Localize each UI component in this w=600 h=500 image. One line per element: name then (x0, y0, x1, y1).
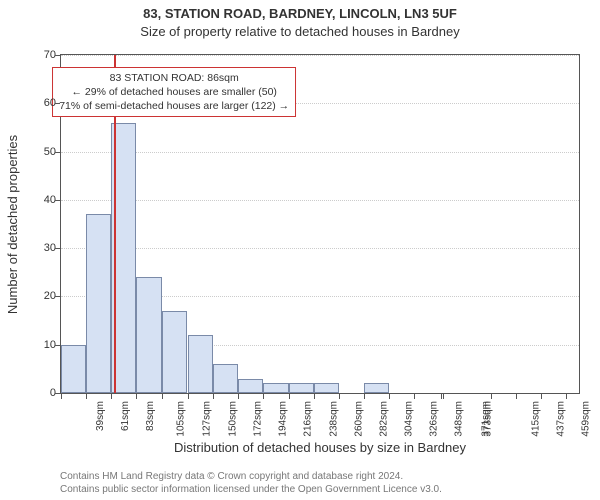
x-tick-mark (414, 394, 415, 399)
x-tick-label: 216sqm (303, 401, 314, 437)
gridline (61, 248, 579, 249)
x-tick-label: 415sqm (531, 401, 542, 437)
y-tick-label: 70 (26, 49, 56, 61)
y-axis-label: Number of detached properties (4, 54, 22, 394)
y-tick-label: 60 (26, 97, 56, 109)
annotation-line1: 83 STATION ROAD: 86sqm (59, 71, 289, 85)
x-tick-label: 150sqm (228, 401, 239, 437)
y-tick-mark (55, 200, 60, 201)
x-tick-label: 61sqm (120, 401, 131, 431)
x-tick-mark (516, 394, 517, 399)
x-tick-mark (111, 394, 112, 399)
histogram-bar (188, 335, 213, 393)
plot-area: 83 STATION ROAD: 86sqm← 29% of detached … (60, 54, 580, 394)
y-tick-mark (55, 55, 60, 56)
y-tick-label: 10 (26, 339, 56, 351)
histogram-bar (238, 379, 263, 393)
y-tick-mark (55, 152, 60, 153)
x-tick-label: 304sqm (404, 401, 415, 437)
x-tick-label: 105sqm (176, 401, 187, 437)
x-tick-mark (339, 394, 340, 399)
y-tick-mark (55, 345, 60, 346)
x-tick-mark (238, 394, 239, 399)
y-tick-mark (55, 296, 60, 297)
x-tick-label: 172sqm (253, 401, 264, 437)
gridline (61, 55, 579, 56)
x-tick-mark (86, 394, 87, 399)
x-tick-mark (364, 394, 365, 399)
x-tick-mark (541, 394, 542, 399)
x-tick-label: 373sqm (483, 401, 494, 437)
y-tick-mark (55, 393, 60, 394)
x-tick-mark (441, 394, 442, 399)
x-tick-label: 437sqm (556, 401, 567, 437)
x-tick-mark (188, 394, 189, 399)
x-tick-mark (443, 394, 444, 399)
x-tick-label: 260sqm (353, 401, 364, 437)
y-tick-label: 50 (26, 146, 56, 158)
x-tick-label: 348sqm (454, 401, 465, 437)
histogram-bar (61, 345, 86, 393)
x-tick-mark (263, 394, 264, 399)
credits-line1: Contains HM Land Registry data © Crown c… (60, 471, 442, 484)
x-tick-mark (566, 394, 567, 399)
page-title-line2: Size of property relative to detached ho… (0, 24, 600, 39)
x-tick-label: 326sqm (429, 401, 440, 437)
x-tick-label: 83sqm (145, 401, 156, 431)
annotation-line3: 71% of semi-detached houses are larger (… (59, 99, 289, 113)
x-tick-label: 238sqm (328, 401, 339, 437)
page-title-line1: 83, STATION ROAD, BARDNEY, LINCOLN, LN3 … (0, 6, 600, 21)
gridline (61, 152, 579, 153)
credits-line2: Contains public sector information licen… (60, 484, 442, 497)
x-tick-label: 127sqm (201, 401, 212, 437)
histogram-bar (213, 364, 238, 393)
histogram-bar (364, 383, 389, 393)
y-tick-label: 0 (26, 387, 56, 399)
x-tick-label: 459sqm (581, 401, 592, 437)
x-tick-label: 39sqm (95, 401, 106, 431)
histogram-bar (136, 277, 161, 393)
x-tick-mark (213, 394, 214, 399)
annotation-box: 83 STATION ROAD: 86sqm← 29% of detached … (52, 67, 296, 118)
x-tick-mark (61, 394, 62, 399)
y-tick-mark (55, 248, 60, 249)
gridline (61, 200, 579, 201)
y-tick-mark (55, 103, 60, 104)
histogram-bar (86, 214, 111, 393)
x-tick-mark (389, 394, 390, 399)
x-axis-label: Distribution of detached houses by size … (60, 440, 580, 455)
histogram-bar (162, 311, 187, 393)
histogram-bar (263, 383, 288, 393)
x-tick-mark (136, 394, 137, 399)
y-tick-label: 30 (26, 242, 56, 254)
x-tick-mark (162, 394, 163, 399)
chart-container: 83, STATION ROAD, BARDNEY, LINCOLN, LN3 … (0, 0, 600, 500)
x-tick-label: 194sqm (278, 401, 289, 437)
x-tick-mark (314, 394, 315, 399)
histogram-bar (289, 383, 314, 393)
x-tick-mark (289, 394, 290, 399)
y-tick-label: 20 (26, 290, 56, 302)
histogram-bar (314, 383, 339, 393)
y-tick-label: 40 (26, 194, 56, 206)
x-tick-label: 282sqm (378, 401, 389, 437)
annotation-line2: ← 29% of detached houses are smaller (50… (59, 85, 289, 99)
x-tick-mark (491, 394, 492, 399)
credits: Contains HM Land Registry data © Crown c… (60, 471, 442, 496)
